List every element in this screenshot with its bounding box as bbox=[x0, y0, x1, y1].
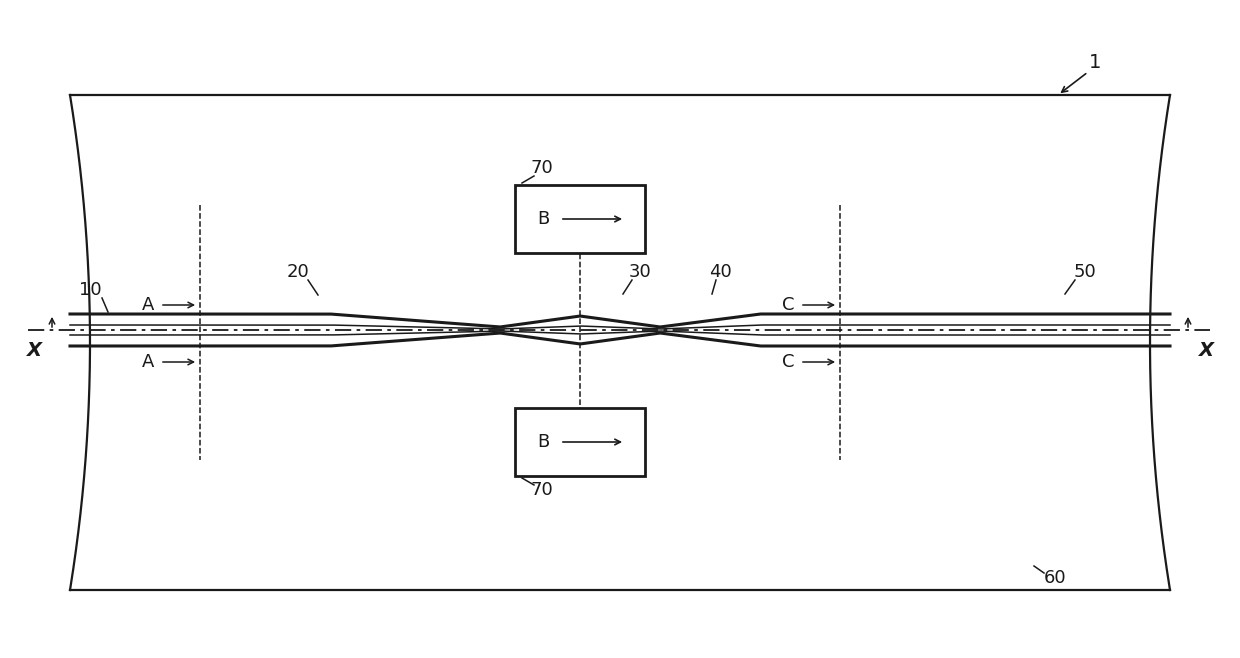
Text: A: A bbox=[141, 296, 154, 314]
Text: X: X bbox=[1199, 340, 1214, 359]
Text: 20: 20 bbox=[286, 263, 309, 281]
Text: 70: 70 bbox=[531, 159, 553, 177]
Text: B: B bbox=[537, 210, 549, 228]
Bar bbox=[515, 408, 645, 476]
Text: C: C bbox=[781, 296, 795, 314]
Text: 1: 1 bbox=[1089, 53, 1101, 72]
Text: A: A bbox=[141, 353, 154, 371]
Bar bbox=[515, 185, 645, 253]
Text: C: C bbox=[781, 353, 795, 371]
Text: 60: 60 bbox=[1044, 569, 1066, 587]
Text: B: B bbox=[537, 433, 549, 451]
Text: 10: 10 bbox=[78, 281, 102, 299]
Text: X: X bbox=[26, 340, 41, 359]
Text: 40: 40 bbox=[708, 263, 732, 281]
Text: 50: 50 bbox=[1074, 263, 1096, 281]
Text: 70: 70 bbox=[531, 481, 553, 499]
Text: 30: 30 bbox=[629, 263, 651, 281]
